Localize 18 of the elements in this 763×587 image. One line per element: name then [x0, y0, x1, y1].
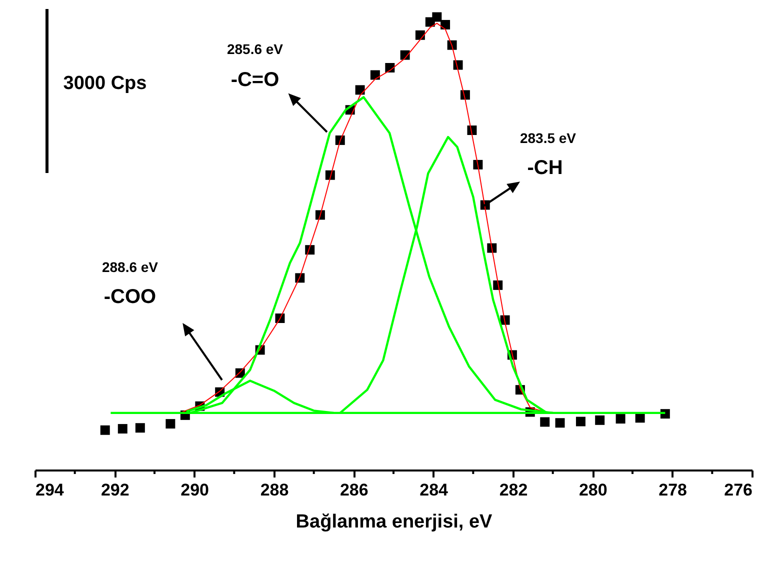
annotation: -COO — [104, 286, 156, 308]
annotation: -CH — [527, 157, 563, 179]
x-tick-label: 288 — [260, 480, 289, 500]
x-axis-title: Bağlanma enerjisi, eV — [296, 512, 493, 532]
x-tick-label: 276 — [724, 480, 752, 500]
x-tick-label: 284 — [420, 480, 449, 500]
x-tick-label: 290 — [180, 480, 210, 500]
x-tick-label: 294 — [36, 480, 64, 500]
x-tick-label: 292 — [100, 480, 130, 500]
annotation: 283.5 eV — [520, 130, 577, 146]
x-tick-label: 278 — [658, 480, 688, 500]
x-tick-label: 282 — [499, 480, 528, 500]
annotation: 285.6 eV — [226, 41, 284, 57]
x-tick-label: 286 — [340, 480, 368, 500]
annotation: -C=O — [230, 69, 280, 91]
x-tick-label: 280 — [578, 480, 608, 500]
annotation: 3000 Cps — [63, 73, 147, 94]
annotation: 288.6 eV — [102, 259, 159, 275]
